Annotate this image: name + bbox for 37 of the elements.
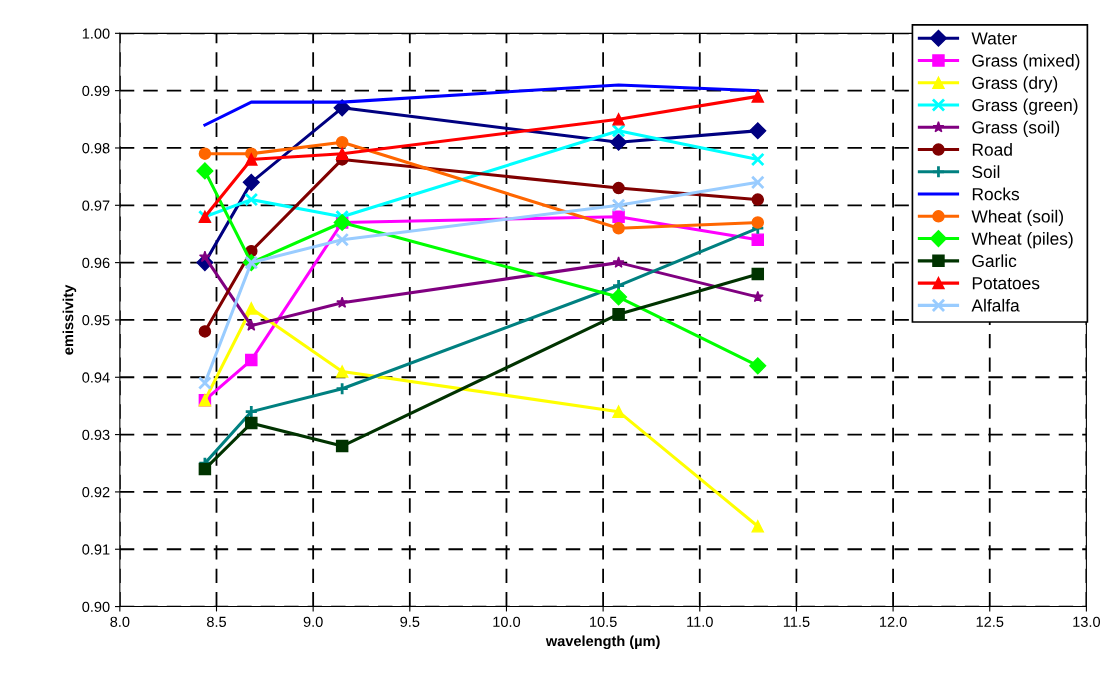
- y-tick-label: 0.93: [82, 429, 110, 441]
- y-tick-label: 0.92: [82, 487, 110, 498]
- y-tick-label: 0.98: [82, 143, 110, 154]
- y-tick-label: 1.00: [82, 28, 110, 39]
- y-tick-label: 0.95: [82, 315, 110, 326]
- legend-label: Grass (green): [972, 98, 1078, 115]
- y-tick-label: 0.96: [82, 257, 110, 269]
- legend-label: Wheat (piles): [971, 232, 1073, 249]
- x-tick-label: 9.0: [303, 616, 323, 627]
- y-tick-label: 0.94: [82, 372, 110, 383]
- y-axis-title: emissivity: [62, 284, 77, 355]
- y-tick-label: 0.90: [82, 601, 110, 612]
- legend-label: Rocks: [972, 187, 1020, 201]
- y-tick-label: 0.99: [82, 85, 110, 97]
- x-tick-label: 8.0: [110, 616, 130, 627]
- legend-label: Wheat (soil): [971, 209, 1063, 227]
- legend-label: Potatoes: [972, 277, 1040, 290]
- legend-label: Alfalfa: [971, 298, 1020, 312]
- legend-label: Soil: [972, 165, 1000, 179]
- x-tick-label: 13.0: [1073, 616, 1101, 627]
- y-tick-label: 0.91: [82, 544, 110, 555]
- y-tick-label: 0.97: [82, 200, 110, 211]
- x-tick-label: 11.5: [783, 616, 810, 627]
- legend-label: Road: [972, 143, 1012, 156]
- legend-label: Grass (mixed): [972, 54, 1080, 71]
- x-tick-label: 9.5: [400, 616, 420, 627]
- legend-label: Garlic: [972, 254, 1017, 268]
- x-tick-label: 12.5: [976, 616, 1004, 627]
- legend-label: Grass (soil): [972, 120, 1060, 137]
- x-axis-title: wavelength (µm): [545, 635, 660, 650]
- x-tick-label: 10.0: [493, 616, 521, 627]
- x-tick-label: 10.5: [590, 616, 617, 627]
- legend-label: Grass (dry): [972, 76, 1058, 93]
- x-tick-label: 11.0: [687, 616, 713, 627]
- x-tick-label: 12.0: [880, 616, 907, 627]
- x-tick-label: 8.5: [206, 616, 227, 627]
- legend-label: Water: [971, 32, 1017, 45]
